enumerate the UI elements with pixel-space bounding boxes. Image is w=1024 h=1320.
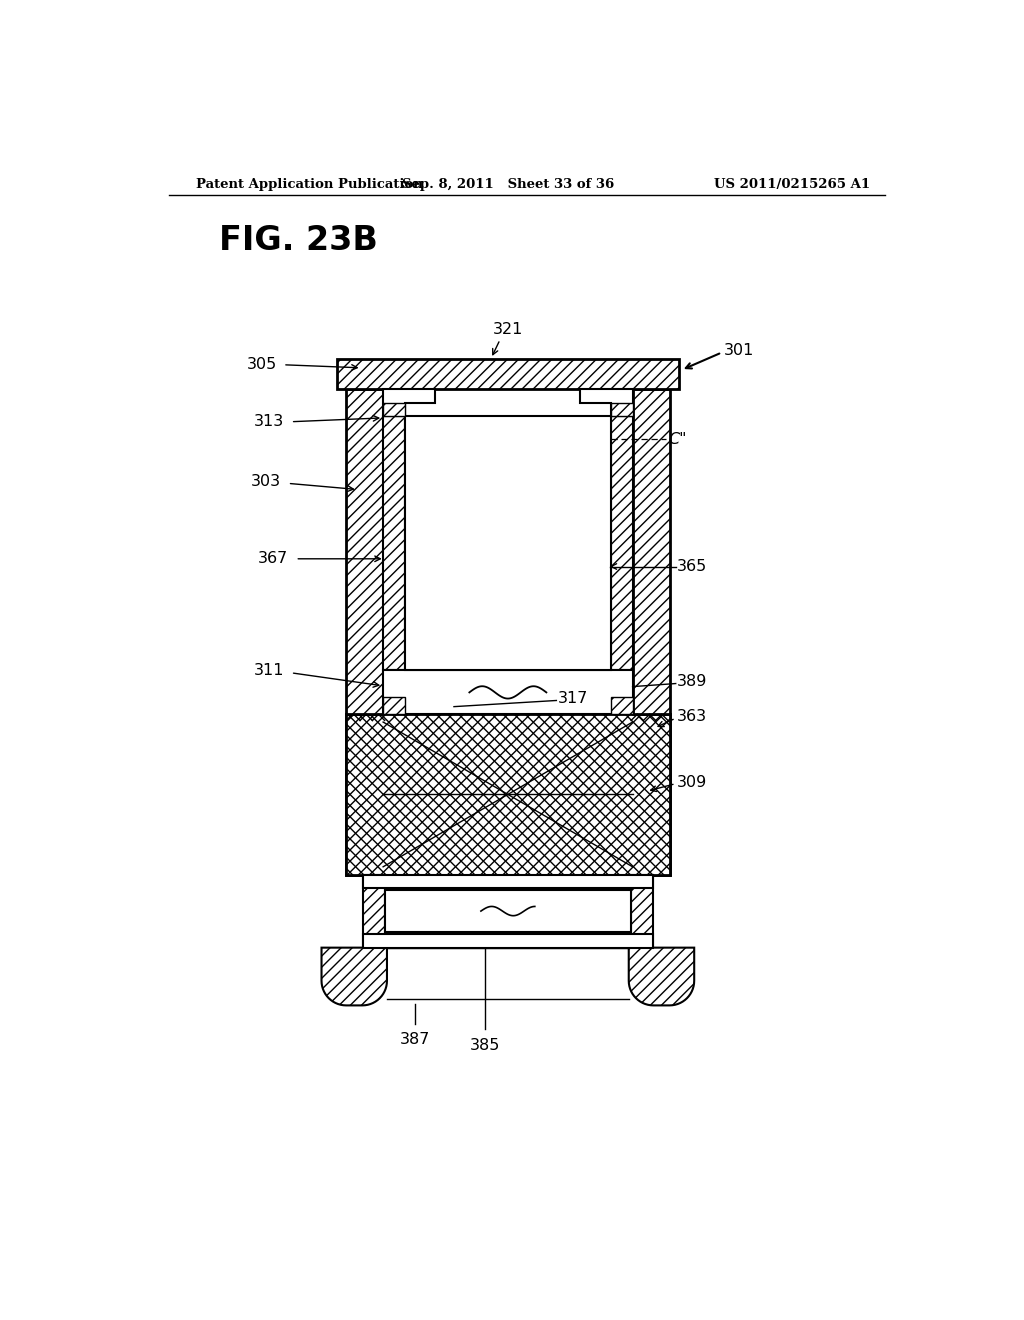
Text: 367: 367 [258, 552, 289, 566]
Bar [346, 389, 383, 714]
Bar [364, 875, 652, 888]
Bar [383, 403, 404, 416]
Bar [385, 890, 631, 932]
Text: FIG. 23B: FIG. 23B [219, 224, 378, 257]
Text: 317: 317 [558, 692, 588, 706]
Text: 309: 309 [677, 775, 708, 789]
Bar [346, 714, 670, 875]
Text: 385: 385 [470, 1038, 500, 1053]
Bar [337, 359, 679, 389]
Bar [364, 875, 385, 948]
Bar [346, 714, 670, 875]
Bar [631, 875, 652, 948]
Text: Sep. 8, 2011   Sheet 33 of 36: Sep. 8, 2011 Sheet 33 of 36 [401, 178, 614, 190]
Bar [383, 671, 633, 714]
Bar [611, 697, 633, 714]
Text: US 2011/0215265 A1: US 2011/0215265 A1 [714, 178, 869, 190]
Bar [346, 714, 670, 875]
Text: 389: 389 [677, 675, 708, 689]
Text: Patent Application Publication: Patent Application Publication [196, 178, 423, 190]
Bar [611, 416, 633, 671]
Text: 321: 321 [493, 322, 523, 337]
Bar [383, 697, 404, 714]
Bar [383, 416, 404, 671]
Text: 313: 313 [254, 414, 285, 429]
Text: C": C" [668, 432, 686, 447]
Polygon shape [322, 948, 387, 1006]
Text: 363: 363 [677, 709, 708, 725]
Bar [611, 403, 633, 416]
Bar [364, 933, 652, 948]
Text: 301: 301 [724, 343, 754, 359]
Text: 305: 305 [247, 358, 276, 372]
Polygon shape [383, 389, 435, 416]
Text: 387: 387 [400, 1032, 431, 1047]
Text: 303: 303 [251, 474, 281, 490]
Text: 365: 365 [677, 558, 708, 574]
Polygon shape [581, 389, 633, 416]
Text: 311: 311 [254, 663, 285, 678]
Bar [633, 389, 670, 714]
Bar [404, 416, 611, 671]
Polygon shape [629, 948, 694, 1006]
